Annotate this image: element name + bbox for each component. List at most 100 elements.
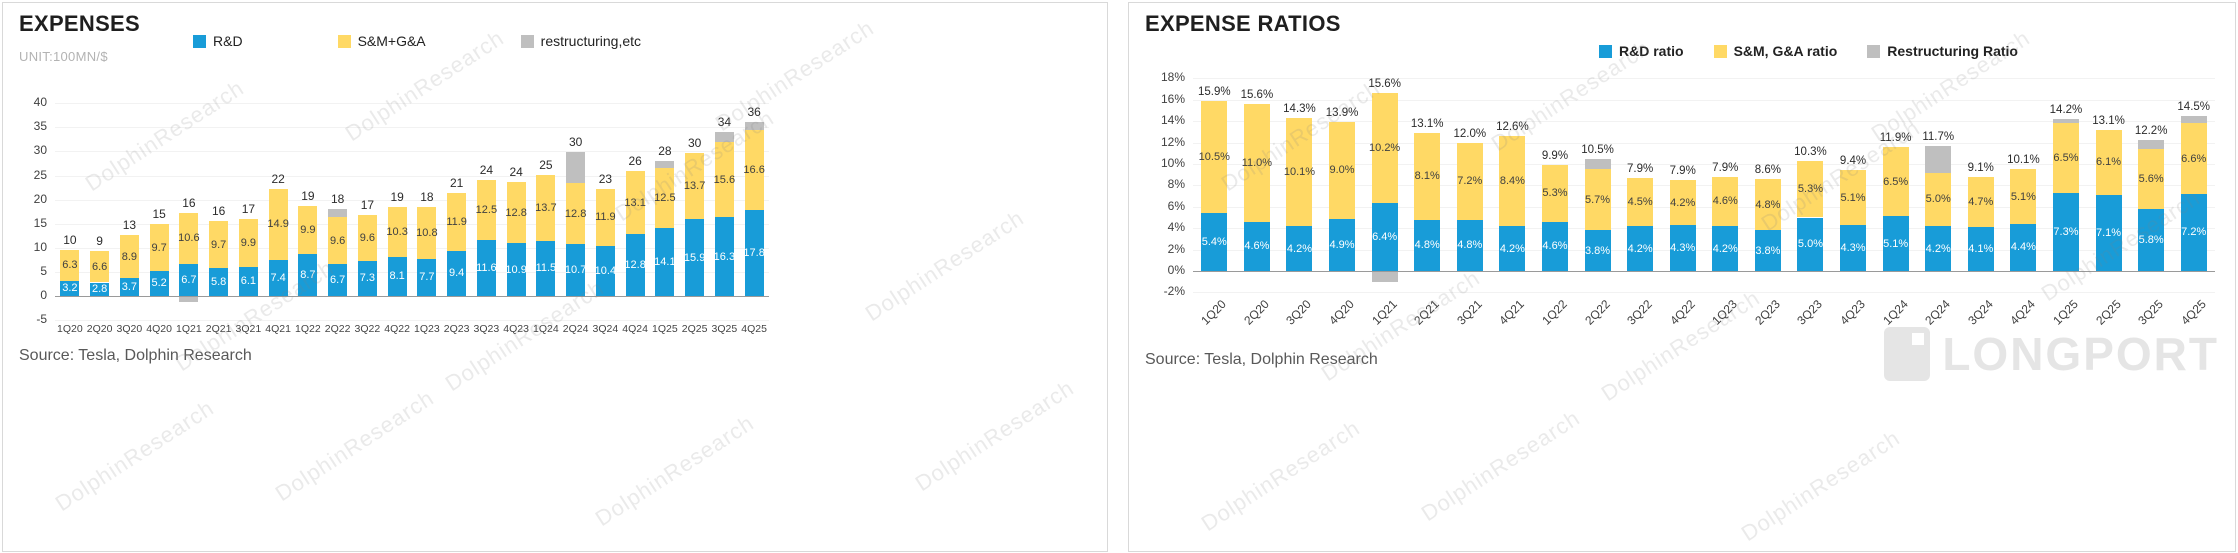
x-axis-label: 2Q24 xyxy=(562,323,589,335)
s-m-g-a-ratio-bar-segment xyxy=(1669,180,1696,225)
segment-value-label: 6.5% xyxy=(1883,175,1909,188)
segment-value-label: 5.3% xyxy=(1542,187,1568,200)
page-title: EXPENSES xyxy=(19,11,141,36)
s-m-g-a-bar-segment xyxy=(655,167,675,229)
legend-label: restructuring,etc xyxy=(540,33,642,49)
segment-value-label: 10.5% xyxy=(1198,151,1230,164)
s-m-g-a-bar-segment xyxy=(357,214,377,261)
r-d-bar-segment xyxy=(447,250,467,296)
segment-value-label: 4.3% xyxy=(1840,241,1866,254)
r-d-bar-segment xyxy=(328,263,348,296)
legend-item: restructuring,etc xyxy=(520,33,642,49)
segment-value-label: 9.7 xyxy=(151,241,167,254)
segment-value-label: 10.8 xyxy=(416,226,438,239)
x-axis-label: 2Q25 xyxy=(681,323,708,335)
y-axis-tick: 2% xyxy=(1167,241,1185,256)
segment-value-label: 9.9 xyxy=(300,224,316,237)
segment-value-label: 7.4 xyxy=(270,272,286,285)
s-m-g-a-bar-segment xyxy=(566,182,586,245)
s-m-g-a-bar-segment xyxy=(506,181,526,244)
x-axis-label: 1Q22 xyxy=(1539,297,1570,328)
x-axis-line xyxy=(55,296,769,297)
x-axis-label: 2Q21 xyxy=(205,323,232,335)
segment-value-label: 4.2% xyxy=(1712,242,1738,255)
r-d-bar-segment xyxy=(149,270,169,296)
legend-swatch-icon xyxy=(520,34,534,48)
legend-swatch-icon xyxy=(1713,44,1727,58)
gridline xyxy=(1193,121,2215,123)
s-m-g-a-bar-segment xyxy=(387,207,407,257)
total-value-label: 9.1% xyxy=(1967,161,1994,174)
segment-value-label: 4.6% xyxy=(1712,195,1738,208)
r-d-ratio-bar-segment xyxy=(1456,219,1483,271)
total-value-label: 12.2% xyxy=(2134,125,2168,138)
x-axis-label: 4Q24 xyxy=(622,323,648,335)
total-value-label: 12.6% xyxy=(1496,121,1529,134)
total-value-label: 10.3% xyxy=(1794,145,1827,158)
segment-value-label: 7.2% xyxy=(2181,226,2207,239)
total-value-label: 9.9% xyxy=(1541,150,1569,163)
s-m-g-a-bar-segment xyxy=(536,174,556,241)
source-note: Source: Tesla, Dolphin Research xyxy=(19,347,252,364)
r-d-bar-segment xyxy=(90,282,110,296)
total-value-label: 30 xyxy=(687,136,702,151)
legend-label: S&M+G&A xyxy=(357,33,426,49)
legend-swatch-icon xyxy=(337,34,351,48)
y-axis-tick: 10 xyxy=(33,239,47,254)
s-m-g-a-bar-segment xyxy=(447,193,467,251)
restructuring-etc-bar-segment xyxy=(655,161,675,168)
s-m-g-a-bar-segment xyxy=(417,206,437,259)
x-axis-label: 3Q20 xyxy=(1283,297,1315,328)
x-axis-label: 4Q22 xyxy=(1666,297,1698,328)
s-m-g-a-ratio-bar-segment xyxy=(1584,169,1611,231)
y-axis-tick: 6% xyxy=(1167,198,1185,213)
r-d-bar-segment xyxy=(387,256,407,296)
x-axis-label: 4Q24 xyxy=(2007,297,2039,328)
restructuring-ratio-bar-segment xyxy=(2180,115,2207,124)
restructuring-ratio-bar-segment xyxy=(2138,140,2165,149)
segment-value-label: 10.1% xyxy=(1283,166,1316,179)
total-value-label: 7.9% xyxy=(1627,162,1654,175)
segment-value-label: 6.1% xyxy=(2095,156,2122,169)
restructuring-ratio-bar-segment xyxy=(1584,158,1611,170)
segment-value-label: 8.1% xyxy=(1414,170,1440,183)
segment-value-label: 11.0% xyxy=(1241,156,1273,169)
segment-value-label: 15.9 xyxy=(683,251,706,264)
gridline xyxy=(1193,206,2215,208)
restructuring-etc-bar-segment xyxy=(179,296,199,303)
total-value-label: 10.5% xyxy=(1581,143,1614,156)
segment-value-label: 11.9 xyxy=(446,216,467,228)
r-d-ratio-bar-segment xyxy=(1329,218,1356,271)
gridline xyxy=(55,223,769,225)
gridline xyxy=(55,103,769,105)
r-d-ratio-bar-segment xyxy=(1201,213,1228,271)
total-value-label: 10 xyxy=(63,233,77,248)
total-value-label: 23 xyxy=(598,171,613,186)
legend-item: S&M, G&A ratio xyxy=(1713,43,1837,59)
segment-value-label: 4.7% xyxy=(1968,195,1994,208)
x-axis-label: 4Q21 xyxy=(1496,297,1528,328)
x-axis-label: 3Q22 xyxy=(354,323,381,335)
segment-value-label: 12.5 xyxy=(475,203,498,216)
segment-value-label: 16.3 xyxy=(713,250,736,263)
r-d-bar-segment xyxy=(357,260,377,296)
s-m-g-a-bar-segment xyxy=(90,250,110,283)
x-axis-label: 3Q22 xyxy=(1624,297,1656,328)
x-axis-label: 4Q23 xyxy=(503,323,529,335)
r-d-ratio-bar-segment xyxy=(1754,230,1781,271)
y-axis-tick: 35 xyxy=(33,119,47,134)
x-axis-label: 2Q20 xyxy=(86,323,113,335)
segment-value-label: 11.6 xyxy=(476,262,497,275)
r-d-bar-segment xyxy=(506,243,526,296)
legend-swatch-icon xyxy=(1599,44,1612,58)
segment-value-label: 6.1 xyxy=(240,275,257,288)
r-d-ratio-bar-segment xyxy=(1243,221,1270,271)
segment-value-label: 3.2 xyxy=(62,282,78,295)
x-axis-label: 3Q23 xyxy=(473,323,500,335)
s-m-g-a-ratio-bar-segment xyxy=(1754,178,1781,231)
s-m-g-a-ratio-bar-segment xyxy=(2052,123,2079,193)
s-m-g-a-ratio-bar-segment xyxy=(1499,136,1526,227)
x-axis-label: 2Q24 xyxy=(1922,297,1954,328)
page-title: EXPENSE RATIOS xyxy=(1145,11,1341,36)
r-d-ratio-bar-segment xyxy=(1925,226,1952,271)
